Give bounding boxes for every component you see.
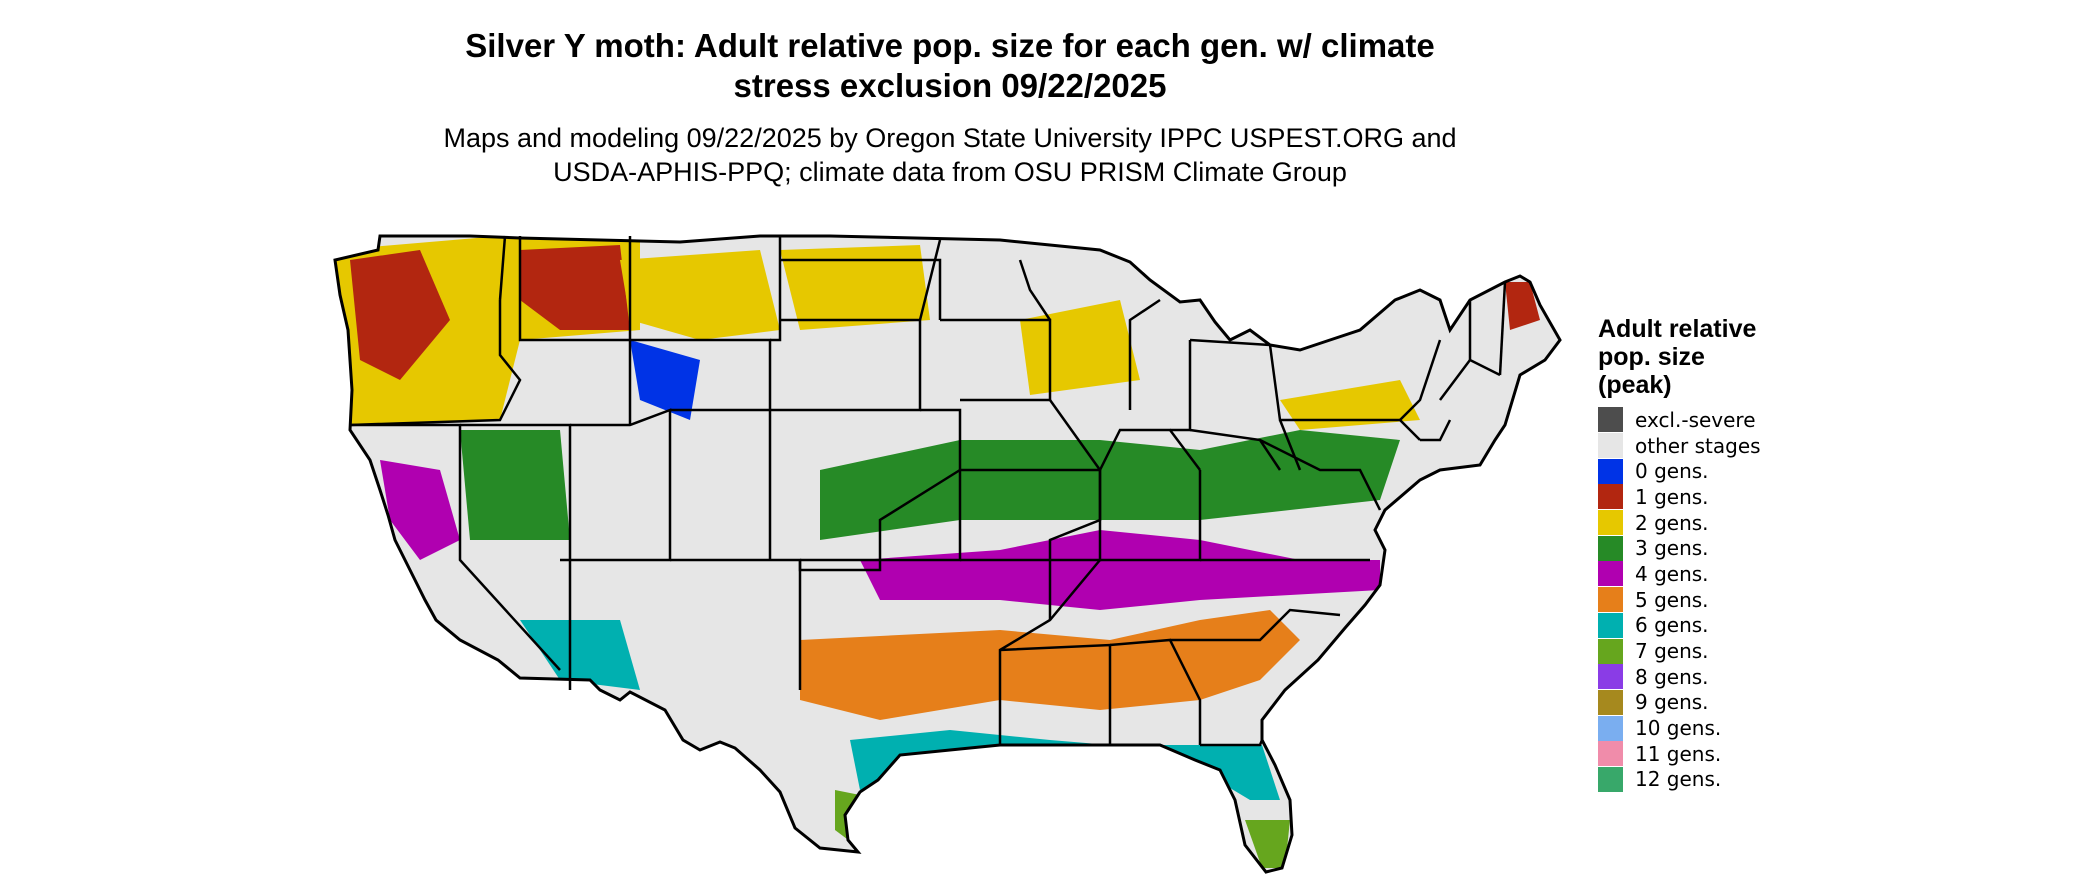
legend-swatch bbox=[1598, 664, 1623, 690]
legend-swatch bbox=[1598, 535, 1623, 561]
legend-item: 5 gens. bbox=[1598, 587, 1898, 613]
legend-item: 1 gens. bbox=[1598, 484, 1898, 510]
legend-label: 10 gens. bbox=[1635, 716, 1722, 741]
us-map bbox=[333, 234, 1562, 874]
legend-item: 8 gens. bbox=[1598, 664, 1898, 690]
legend-swatch bbox=[1598, 458, 1623, 484]
legend-label: 3 gens. bbox=[1635, 536, 1709, 561]
map-title-line-2: stress exclusion 09/22/2025 bbox=[733, 67, 1167, 104]
map-zone bbox=[1505, 282, 1540, 330]
legend-item: other stages bbox=[1598, 433, 1898, 459]
map-subtitle-line-2: USDA-APHIS-PPQ; climate data from OSU PR… bbox=[553, 157, 1347, 187]
legend-swatch bbox=[1598, 561, 1623, 587]
map-zone bbox=[460, 430, 570, 540]
legend-swatch bbox=[1598, 407, 1623, 433]
legend-swatch bbox=[1598, 612, 1623, 638]
legend-label: 4 gens. bbox=[1635, 561, 1709, 586]
map-zone bbox=[520, 245, 630, 330]
legend-item: 9 gens. bbox=[1598, 689, 1898, 716]
legend-label: 11 gens. bbox=[1635, 741, 1722, 766]
legend-label: 7 gens. bbox=[1635, 639, 1709, 664]
legend-swatch bbox=[1598, 766, 1623, 792]
legend-label: 0 gens. bbox=[1635, 459, 1709, 484]
map-zone bbox=[630, 340, 700, 420]
map-zone bbox=[350, 250, 450, 380]
map-legend: Adult relative pop. size (peak) excl.-se… bbox=[1598, 315, 1898, 792]
legend-title-line-2: pop. size bbox=[1598, 343, 1705, 371]
map-zone bbox=[850, 730, 1280, 800]
legend-item: excl.-severe bbox=[1598, 407, 1898, 433]
map-zone bbox=[800, 610, 1300, 720]
map-zone bbox=[620, 250, 780, 340]
legend-label: other stages bbox=[1635, 433, 1761, 458]
legend-item: 4 gens. bbox=[1598, 561, 1898, 587]
map-zone bbox=[1245, 820, 1290, 868]
legend-label: 5 gens. bbox=[1635, 587, 1709, 612]
legend-swatch bbox=[1598, 638, 1623, 664]
legend-swatch bbox=[1598, 715, 1623, 741]
legend-swatch bbox=[1598, 433, 1623, 459]
map-subtitle-line-1: Maps and modeling 09/22/2025 by Oregon S… bbox=[443, 123, 1457, 153]
legend-swatch bbox=[1598, 741, 1623, 767]
legend-item: 12 gens. bbox=[1598, 766, 1898, 793]
legend-swatch bbox=[1598, 510, 1623, 536]
legend-item: 11 gens. bbox=[1598, 741, 1898, 767]
legend-title: Adult relative pop. size (peak) bbox=[1598, 315, 1898, 399]
legend-title-line-1: Adult relative bbox=[1598, 315, 1757, 343]
map-zone bbox=[520, 620, 640, 690]
map-title-line-1: Silver Y moth: Adult relative pop. size … bbox=[465, 27, 1435, 64]
legend-label: excl.-severe bbox=[1635, 407, 1756, 432]
legend-label: 8 gens. bbox=[1635, 664, 1709, 689]
legend-item: 7 gens. bbox=[1598, 638, 1898, 664]
legend-label: 2 gens. bbox=[1635, 510, 1709, 535]
legend-title-line-3: (peak) bbox=[1598, 371, 1672, 399]
legend-swatch bbox=[1598, 689, 1623, 715]
legend-item: 10 gens. bbox=[1598, 715, 1898, 741]
legend-swatch bbox=[1598, 587, 1623, 613]
legend-item: 2 gens. bbox=[1598, 510, 1898, 536]
map-zone bbox=[860, 530, 1380, 610]
legend-swatch bbox=[1598, 484, 1623, 510]
legend-label: 1 gens. bbox=[1635, 484, 1709, 509]
legend-label: 9 gens. bbox=[1635, 690, 1709, 715]
map-zone bbox=[1280, 380, 1420, 430]
legend-item: 0 gens. bbox=[1598, 458, 1898, 484]
us-outline bbox=[333, 234, 1562, 874]
map-zone bbox=[780, 245, 930, 330]
legend-item: 3 gens. bbox=[1598, 535, 1898, 561]
map-zone bbox=[380, 460, 460, 560]
legend-label: 12 gens. bbox=[1635, 767, 1722, 792]
state-borders bbox=[349, 235, 1507, 747]
legend-item: 6 gens. bbox=[1598, 612, 1898, 639]
legend-entries: excl.-severe other stages 0 gens. 1 gens. 2 … bbox=[1598, 407, 1898, 792]
map-zone bbox=[820, 430, 1400, 540]
legend-label: 6 gens. bbox=[1635, 613, 1709, 638]
